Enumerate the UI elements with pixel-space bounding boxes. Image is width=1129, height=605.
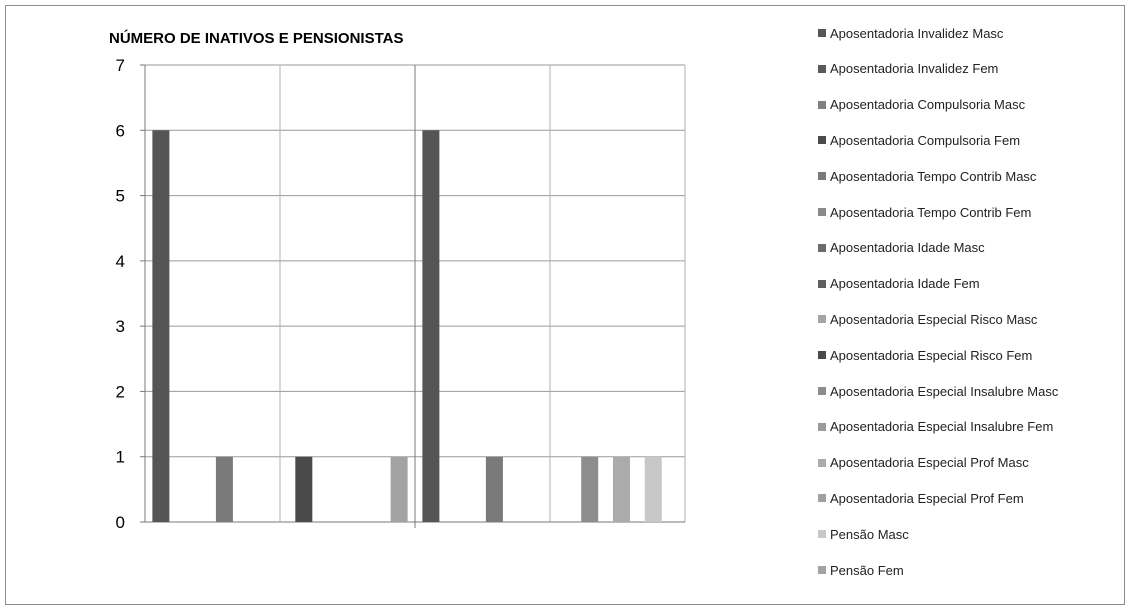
y-tick-label: 4 <box>116 252 125 271</box>
legend-item: Pensão Masc <box>818 525 909 543</box>
legend-swatch <box>818 387 826 395</box>
legend-swatch <box>818 64 826 73</box>
bar <box>295 456 313 522</box>
legend-item: Aposentadoria Tempo Contrib Fem <box>818 203 1031 221</box>
y-tick-label: 5 <box>116 187 125 206</box>
bar <box>215 456 233 522</box>
legend-label: Pensão Fem <box>830 562 904 578</box>
legend-item: Aposentadoria Idade Masc <box>818 239 985 257</box>
legend-item: Aposentadoria Compulsoria Fem <box>818 131 1020 149</box>
legend-swatch <box>818 315 826 324</box>
bar <box>152 130 170 522</box>
legend-item: Aposentadoria Invalidez Fem <box>818 60 998 78</box>
legend-label: Aposentadoria Invalidez Fem <box>830 61 999 77</box>
legend-item: Aposentadoria Especial Prof Fem <box>818 489 1024 507</box>
y-tick-label: 2 <box>116 382 125 401</box>
y-tick-label: 0 <box>116 513 125 532</box>
legend-swatch <box>818 530 826 539</box>
bar <box>612 456 630 522</box>
legend-label: Aposentadoria Compulsoria Fem <box>830 132 1021 148</box>
legend-label: Aposentadoria Especial Prof Fem <box>830 490 1024 506</box>
legend-swatch <box>818 29 826 37</box>
legend-label: Aposentadoria Compulsoria Masc <box>830 97 1026 113</box>
legend-item: Aposentadoria Invalidez Masc <box>818 24 1003 42</box>
bar <box>390 456 408 522</box>
legend-label: Aposentadoria Idade Masc <box>830 240 985 256</box>
legend-label: Aposentadoria Especial Insalubre Fem <box>830 419 1054 435</box>
bar <box>581 456 599 522</box>
legend-swatch <box>818 172 826 181</box>
legend-swatch <box>818 422 826 431</box>
y-tick-label: 7 <box>116 56 125 75</box>
legend-swatch <box>818 100 826 109</box>
legend-label: Aposentadoria Invalidez Masc <box>830 25 1004 41</box>
legend-label: Aposentadoria Idade Fem <box>830 276 980 292</box>
legend-item: Aposentadoria Idade Fem <box>818 275 980 293</box>
legend-label: Pensão Masc <box>830 526 909 542</box>
legend-item: Aposentadoria Especial Risco Fem <box>818 346 1032 364</box>
legend-label: Aposentadoria Especial Risco Masc <box>830 311 1038 327</box>
legend-label: Aposentadoria Tempo Contrib Masc <box>830 168 1037 184</box>
y-tick-label: 3 <box>116 317 125 336</box>
legend-swatch <box>818 136 826 145</box>
legend-item: Aposentadoria Tempo Contrib Masc <box>818 167 1036 185</box>
plot-area: 0 1 2 3 4 5 6 7 <box>116 56 686 532</box>
legend-swatch <box>818 494 826 503</box>
chart-title: NÚMERO DE INATIVOS E PENSIONISTAS <box>109 30 404 47</box>
legend-swatch <box>818 243 826 252</box>
legend-item: Aposentadoria Especial Insalubre Masc <box>818 382 1058 400</box>
legend-item: Aposentadoria Especial Risco Masc <box>818 310 1037 328</box>
legend-swatch <box>818 458 826 467</box>
legend-swatch <box>818 351 826 360</box>
legend-label: Aposentadoria Tempo Contrib Fem <box>830 204 1032 220</box>
y-tick-label: 1 <box>116 448 125 467</box>
legend-item: Aposentadoria Compulsoria Masc <box>818 96 1025 114</box>
y-tick-label: 6 <box>116 121 125 140</box>
bar <box>644 456 662 522</box>
legend-label: Aposentadoria Especial Risco Fem <box>830 347 1033 363</box>
legend-swatch <box>818 208 826 216</box>
legend-item: Aposentadoria Especial Prof Masc <box>818 454 1029 472</box>
chart-frame: NÚMERO DE INATIVOS E PENSIONISTAS 0 1 2 3 4 5… <box>5 5 1125 605</box>
bar <box>422 130 440 522</box>
legend-item: Aposentadoria Especial Insalubre Fem <box>818 418 1053 436</box>
legend-label: Aposentadoria Especial Prof Masc <box>830 455 1029 471</box>
legend-label: Aposentadoria Especial Insalubre Masc <box>830 383 1059 399</box>
legend-swatch <box>818 566 826 574</box>
bar <box>485 456 503 522</box>
legend-swatch <box>818 279 826 288</box>
legend-item: Pensão Fem <box>818 561 904 579</box>
